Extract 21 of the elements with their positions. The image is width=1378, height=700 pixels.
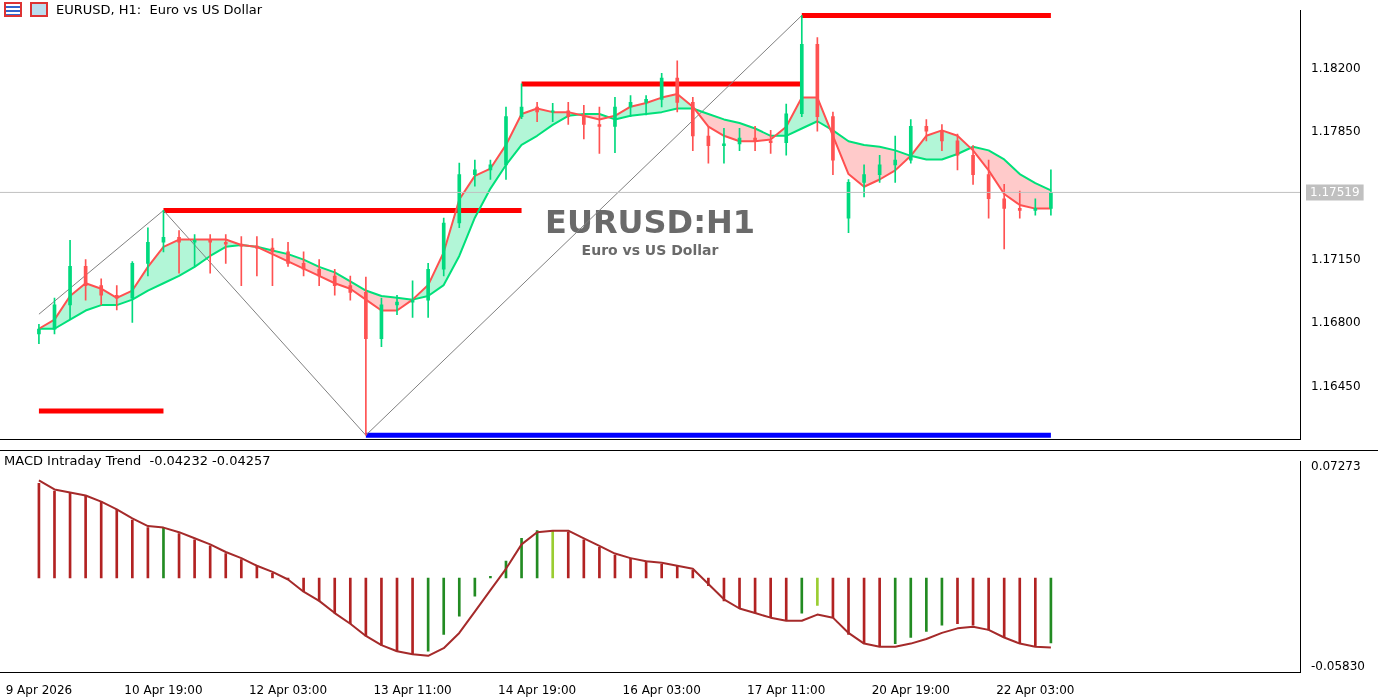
y-tick-label: 1.18200 (1311, 60, 1361, 75)
x-tick-label: 9 Apr 2026 (5, 682, 73, 697)
chart-title: MACD Intraday Trend -0.04232 -0.04257 (4, 453, 271, 468)
x-tick-label: 17 Apr 11:00 (747, 682, 826, 697)
x-tick-label: 22 Apr 03:00 (996, 682, 1075, 697)
ref-line-label: 1.17519 (1310, 184, 1360, 199)
y-tick-label: 1.17850 (1311, 124, 1361, 139)
x-tick-label: 12 Apr 03:00 (248, 682, 328, 697)
y-tick-label: 1.16800 (1311, 315, 1361, 330)
annotation: Euro vs US Dollar (581, 241, 719, 258)
y-tick-label: 1.16450 (1311, 379, 1361, 394)
x-tick-label: 13 Apr 11:00 (373, 682, 452, 697)
x-tick-label: 14 Apr 19:00 (498, 682, 577, 697)
x-tick-label: 20 Apr 19:00 (871, 682, 950, 697)
chart-title: EURUSD, H1: Euro vs US Dollar (56, 2, 263, 17)
y-tick-label: 0.07273 (1311, 459, 1361, 474)
y-tick-label: 1.17150 (1311, 251, 1361, 266)
annotation: EURUSD:H1 (545, 203, 755, 242)
x-tick-label: 10 Apr 19:00 (124, 682, 203, 697)
x-tick-label: 16 Apr 03:00 (622, 682, 701, 697)
y-tick-label: -0.05830 (1311, 659, 1365, 674)
